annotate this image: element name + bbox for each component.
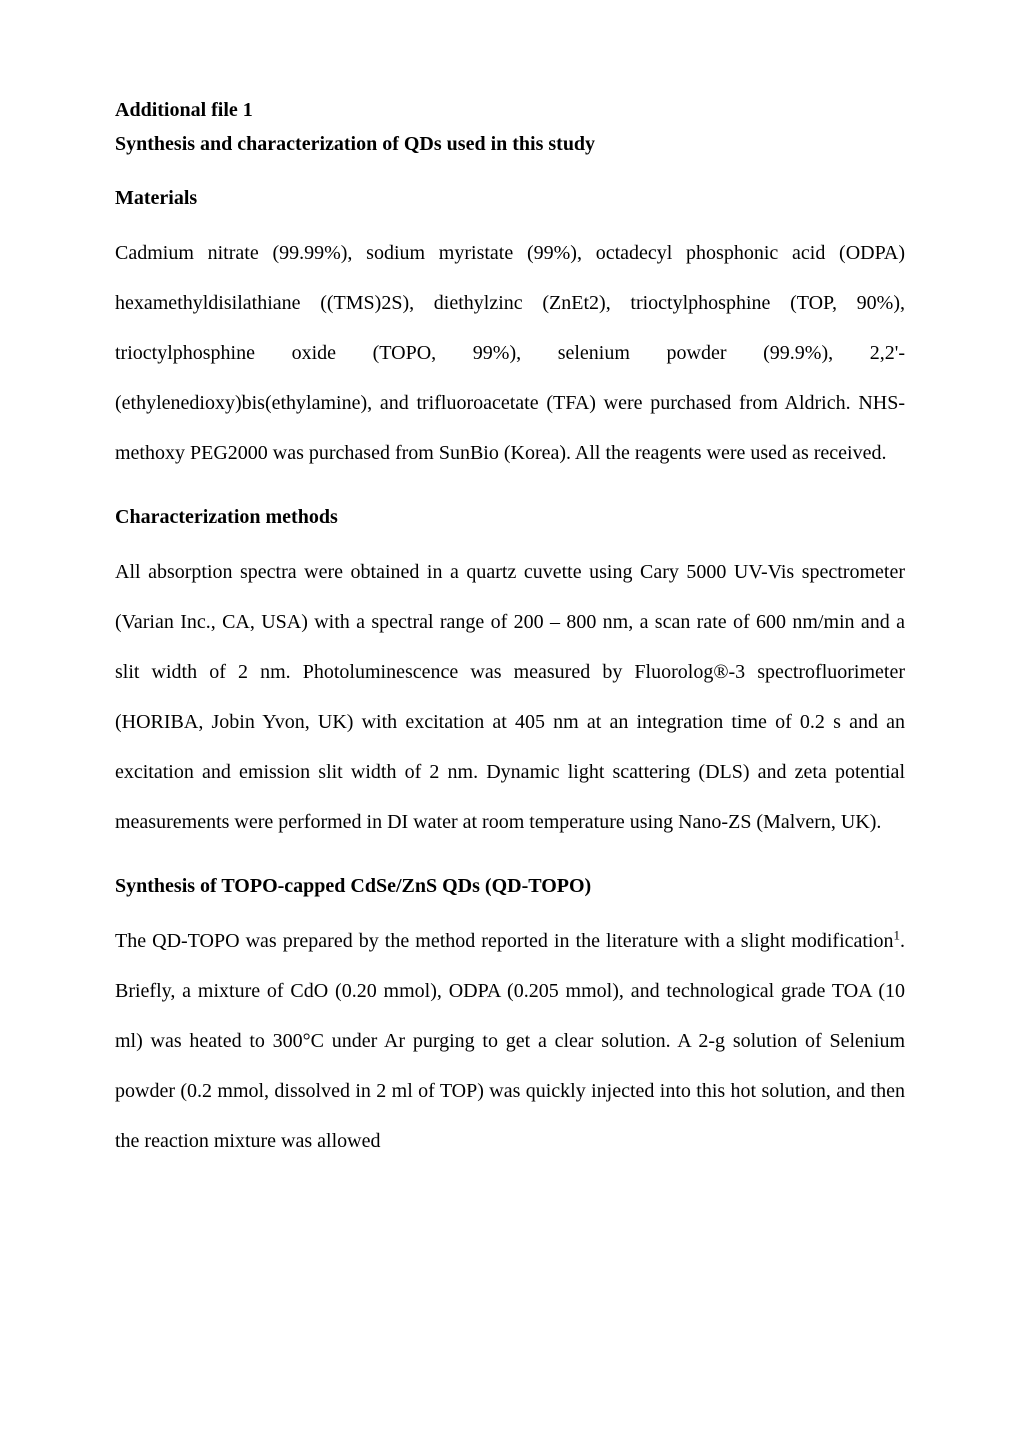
document-title: Synthesis and characterization of QDs us…	[115, 129, 905, 159]
section-heading-synthesis: Synthesis of TOPO-capped CdSe/ZnS QDs (Q…	[115, 875, 905, 898]
section-heading-materials: Materials	[115, 187, 905, 210]
section-body-characterization: All absorption spectra were obtained in …	[115, 547, 905, 847]
section-heading-characterization: Characterization methods	[115, 506, 905, 529]
section-body-materials: Cadmium nitrate (99.99%), sodium myrista…	[115, 228, 905, 478]
synthesis-text-part2: . Briefly, a mixture of CdO (0.20 mmol),…	[115, 930, 905, 1152]
synthesis-text-part1: The QD-TOPO was prepared by the method r…	[115, 930, 894, 952]
section-body-synthesis: The QD-TOPO was prepared by the method r…	[115, 916, 905, 1166]
additional-file-label: Additional file 1	[115, 95, 905, 125]
